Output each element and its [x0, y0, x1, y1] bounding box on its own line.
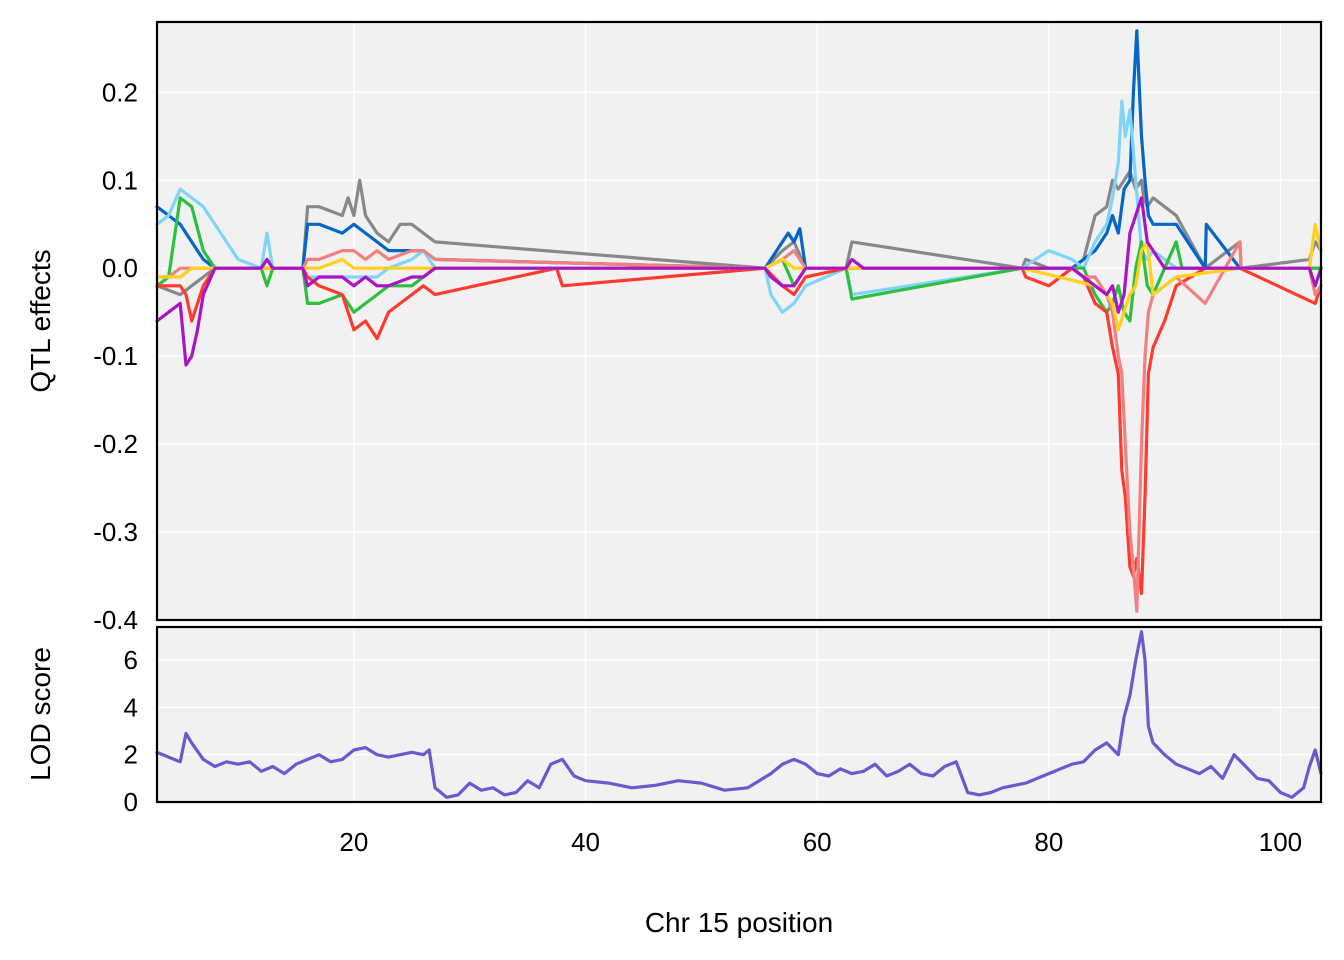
lod-y-tick-label: 0 — [124, 787, 138, 817]
effects-y-tick-label: -0.1 — [93, 341, 138, 371]
effects-y-tick-label: 0.1 — [102, 165, 138, 195]
effects-y-ticks: 0.2 0.1 0.0 -0.1 -0.2 -0.3 -0.4 — [93, 77, 138, 635]
effects-y-axis-label: QTL effects — [25, 249, 56, 392]
effects-y-tick-label: 0.2 — [102, 77, 138, 107]
lod-series — [155, 630, 1323, 799]
effects-y-tick-label: 0.0 — [102, 253, 138, 283]
x-tick-label: 60 — [803, 827, 832, 857]
lod-panel-background — [157, 627, 1321, 802]
lod-y-ticks: 0 2 4 6 — [124, 645, 138, 817]
x-tick-label: 80 — [1034, 827, 1063, 857]
effects-y-tick-label: -0.2 — [93, 429, 138, 459]
lod-y-tick-label: 2 — [124, 740, 138, 770]
effects-series-line-8 — [155, 196, 1323, 367]
effects-panel: 0.2 0.1 0.0 -0.1 -0.2 -0.3 -0.4 QTL effects — [25, 20, 1323, 635]
effects-y-tick-label: -0.4 — [93, 605, 138, 635]
lod-y-tick-label: 6 — [124, 645, 138, 675]
effects-panel-frame — [155, 20, 1323, 622]
lod-panel-frame — [155, 625, 1323, 804]
effects-series — [155, 29, 1323, 613]
x-tick-label: 100 — [1259, 827, 1302, 857]
lod-panel: 0 2 4 6 20 40 60 80 100 LOD score Chr 15 positi… — [25, 625, 1323, 938]
effects-y-tick-label: -0.3 — [93, 517, 138, 547]
effects-series-line-1 — [155, 169, 1323, 297]
lod-y-tick-label: 4 — [124, 692, 138, 722]
x-tick-label: 20 — [339, 827, 368, 857]
x-axis-label: Chr 15 position — [645, 907, 833, 938]
lod-series-line-1 — [155, 630, 1323, 799]
x-tick-label: 40 — [571, 827, 600, 857]
x-ticks: 20 40 60 80 100 — [339, 827, 1302, 857]
lod-y-axis-label: LOD score — [25, 647, 56, 781]
